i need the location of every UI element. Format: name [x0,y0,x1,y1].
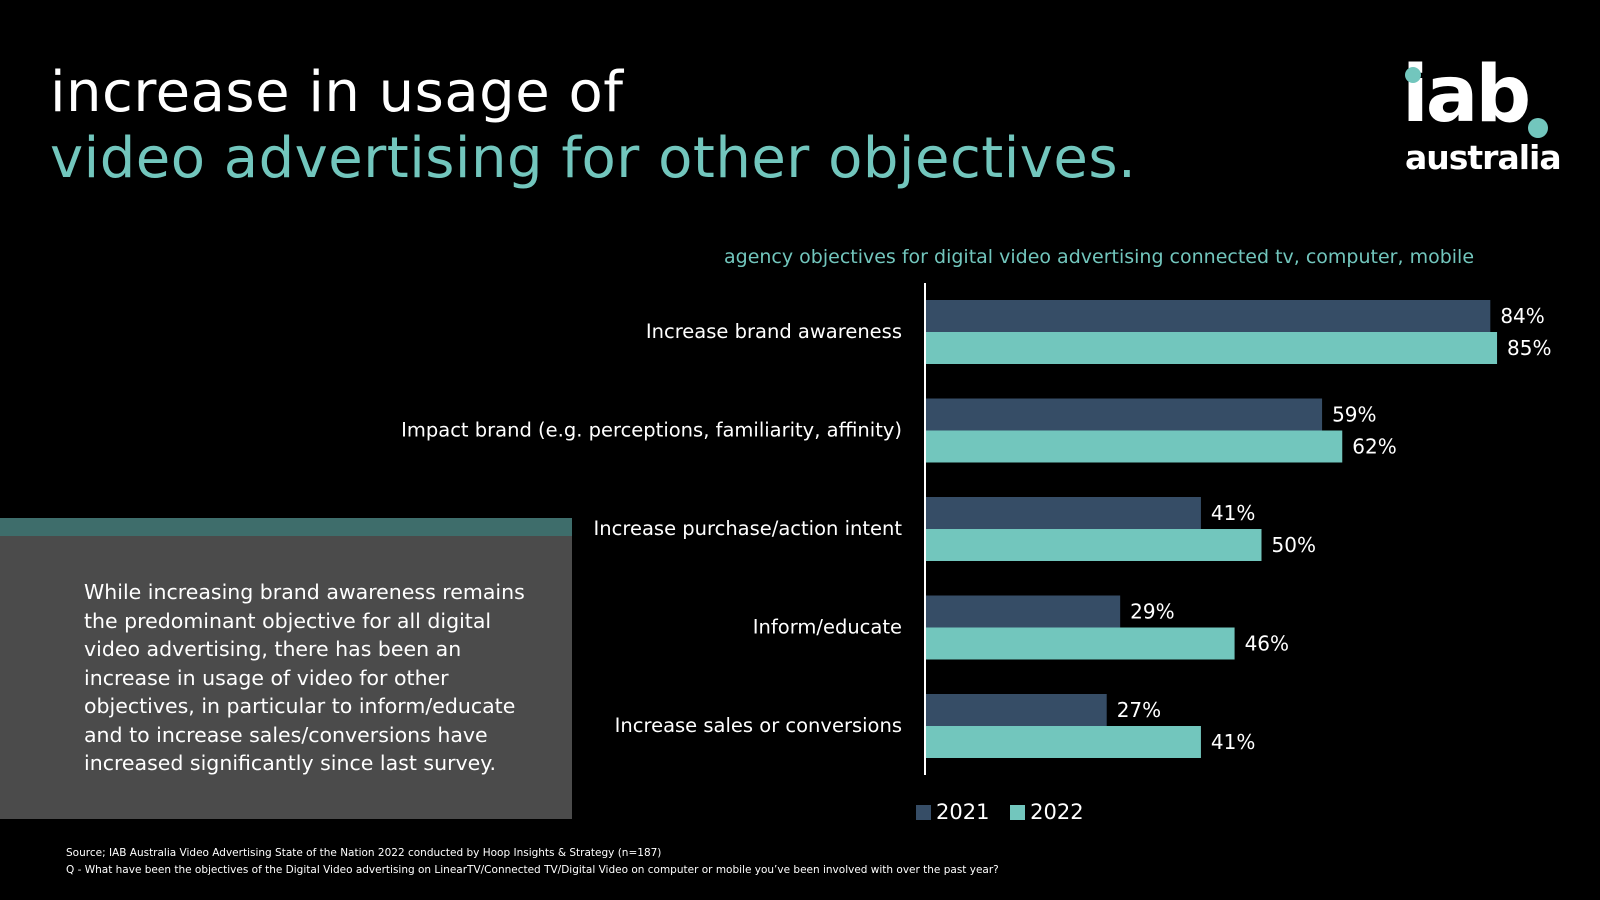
bar-2022 [925,726,1201,758]
chart-title: agency objectives for digital video adve… [724,246,1475,268]
bar-2021 [925,497,1201,529]
category-label: Increase brand awareness [646,320,902,343]
bar-2022 [925,332,1498,364]
data-label-2021: 27% [1117,698,1161,722]
data-label-2022: 85% [1507,336,1551,360]
bar-2022 [925,529,1262,561]
logo-word-iab: iab [1402,50,1531,140]
category-label: Inform/educate [753,616,902,639]
data-label-2022: 62% [1352,435,1396,459]
data-label-2021: 41% [1211,501,1255,525]
summary-box: While increasing brand awareness remains… [0,536,572,819]
logo-dot-top-icon [1405,67,1421,83]
legend-item-2022: 2022 [1010,800,1084,824]
summary-accent-bar [0,518,572,536]
category-label: Increase purchase/action intent [594,517,903,540]
data-label-2021: 59% [1332,403,1376,427]
data-label-2021: 29% [1130,600,1174,624]
iab-australia-logo: iab australia [1402,50,1562,180]
category-label: Increase sales or conversions [615,714,902,737]
title-line-1: increase in usage of [50,60,624,125]
legend-label-2021: 2021 [936,800,990,824]
question-line: Q - What have been the objectives of the… [66,864,999,876]
category-label: Impact brand (e.g. perceptions, familiar… [401,419,902,442]
data-label-2022: 41% [1211,730,1255,754]
bar-2021 [925,694,1107,726]
bar-2022 [925,627,1235,660]
summary-text: While increasing brand awareness remains… [84,580,525,775]
legend-swatch-2022 [1010,805,1026,820]
bar-2021 [925,398,1323,431]
legend-swatch-2021 [916,805,931,820]
source-line: Source; IAB Australia Video Advertising … [66,847,662,859]
source-note: Source; IAB Australia Video Advertising … [66,845,999,879]
chart-legend: 2021 2022 [916,800,1098,824]
data-label-2021: 84% [1500,304,1544,328]
title-line-2: video advertising for other objectives. [50,126,1137,192]
bar-2021 [925,595,1121,628]
data-label-2022: 46% [1245,632,1289,656]
data-label-2022: 50% [1272,533,1316,557]
page-title: increase in usage of video advertising f… [50,60,1136,192]
legend-item-2021: 2021 [916,800,989,824]
bar-2022 [925,430,1343,463]
logo-dot-end-icon [1528,118,1548,138]
bar-2021 [925,300,1491,332]
legend-label-2022: 2022 [1030,800,1084,824]
logo-word-australia: australia [1405,138,1562,177]
